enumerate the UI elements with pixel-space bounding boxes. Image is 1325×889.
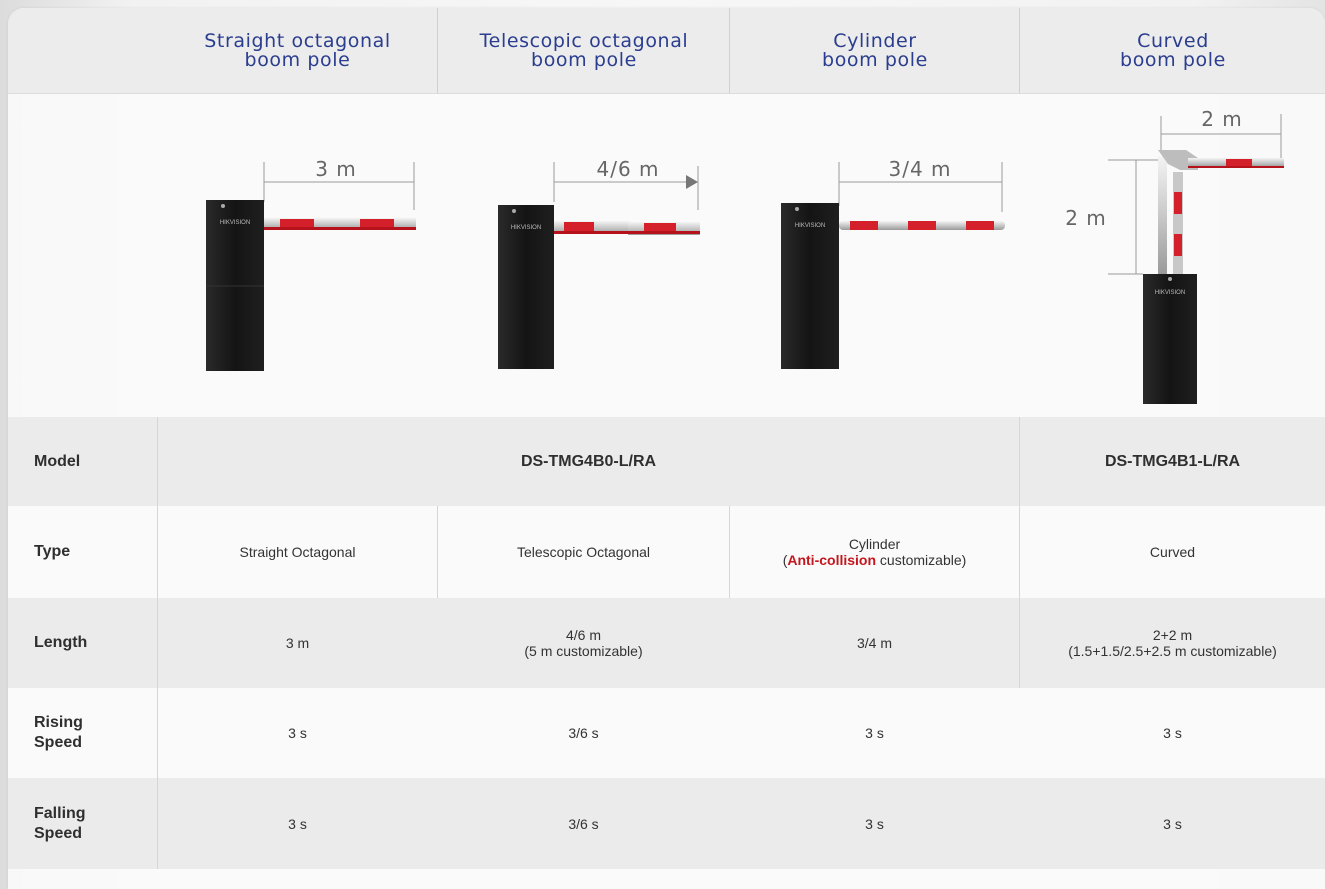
header-line: Cylinder [833,29,917,52]
divider [1019,598,1020,688]
header-straight-octagonal: Straight octagonal boom pole [158,8,437,93]
type-curved: Curved [1149,544,1196,560]
cylinder-barrier-figure: 3/4 m HIKVISION [781,157,1005,369]
divider [157,688,158,778]
header-line: boom pole [822,48,928,71]
type-straight: Straight Octagonal [239,544,356,560]
label-line: Speed [34,734,83,751]
straight-length-label: 3 m [315,157,357,181]
curved-horizontal-label: 2 m [1201,107,1243,131]
row-label-falling-speed: Falling Speed [8,778,157,869]
divider [437,506,438,598]
paren: ( [782,552,788,568]
header-curved: Curved boom pole [1019,8,1325,93]
header-telescopic-octagonal: Telescopic octagonal boom pole [437,8,730,93]
type-cylinder-line2: (Anti-collision customizable) [783,552,967,568]
customizable-text: customizable) [876,552,967,568]
divider [157,506,158,598]
rising-telescopic: 3/6 s [568,725,599,741]
label-line: Falling [34,804,86,822]
length-curved: 2+2 m (1.5+1.5/2.5+2.5 m customizable) [1020,598,1325,688]
anti-collision-highlight: Anti-collision [787,552,877,568]
row-label-rising-speed: Rising Speed [8,688,157,778]
header-line: Straight octagonal [204,29,391,52]
length-telescopic: 4/6 m (5 m customizable) [438,598,729,688]
length-cylinder: 3/4 m [856,635,892,651]
row-model: Model DS-TMG4B0-L/RA DS-TMG4B1-L/RA [8,417,1325,506]
length-telescopic-line1: 4/6 m [565,627,601,643]
label-line: Rising [34,714,83,731]
header-line: Curved [1137,29,1209,52]
divider [157,417,158,506]
label-line: Speed [34,824,83,842]
curved-vertical-label: 2 m [1065,206,1107,230]
straight-barrier-figure: 3 m HIKVISION [206,157,416,371]
row-type: Type Straight Octagonal Telescopic Octag… [8,506,1325,598]
rising-straight: 3 s [288,725,307,741]
spec-table-card: Straight octagonal boom pole Telescopic … [8,8,1325,889]
telescopic-barrier-figure: 4/6 m HIKVISION [498,157,700,369]
type-cylinder: Cylinder (Anti-collision customizable) [730,506,1019,598]
cylinder-length-label: 3/4 m [888,157,951,181]
falling-cylinder: 3 s [865,815,884,832]
telescopic-length-label: 4/6 m [596,157,659,181]
product-images: 3 m HIKVISION 4/6 m HIKVISION [8,94,1325,417]
row-label-type: Type [34,543,71,560]
divider [1019,417,1020,506]
row-label-model: Model [34,452,81,470]
barrier-illustrations: 3 m HIKVISION 4/6 m HIKVISION [206,107,1284,404]
row-length: Length 3 m 4/6 m (5 m customizable) 3/4 … [8,598,1325,688]
type-telescopic: Telescopic Octagonal [516,544,651,560]
length-telescopic-line2: (5 m customizable) [524,643,643,659]
curved-barrier-figure: 2 m 2 m HIKVISION [1065,107,1284,404]
header-line: Telescopic octagonal [479,29,689,52]
row-label-length: Length [34,634,88,651]
header-cylinder: Cylinder boom pole [729,8,1020,93]
falling-curved: 3 s [1163,815,1182,832]
brand-mark: HIKVISION [1155,290,1185,296]
header-line: boom pole [1120,48,1226,71]
length-curved-line1: 2+2 m [1152,627,1193,643]
divider [1019,506,1020,598]
rising-cylinder: 3 s [865,725,884,741]
length-curved-line2: (1.5+1.5/2.5+2.5 m customizable) [1068,643,1277,659]
falling-straight: 3 s [288,815,307,832]
divider [729,506,730,598]
brand-mark: HIKVISION [220,220,250,226]
row-rising-speed: Rising Speed 3 s 3/6 s 3 s 3 s [8,688,1325,778]
falling-telescopic: 3/6 s [568,815,599,832]
brand-mark: HIKVISION [511,225,541,231]
divider [157,598,158,688]
row-falling-speed: Falling Speed 3 s 3/6 s 3 s 3 s [8,778,1325,869]
divider [157,778,158,869]
model-b1-value: DS-TMG4B1-L/RA [1104,452,1241,470]
header-line: boom pole [244,48,351,71]
brand-mark: HIKVISION [795,223,825,229]
column-header-row: Straight octagonal boom pole Telescopic … [8,8,1325,94]
header-line: boom pole [531,48,637,71]
type-cylinder-line1: Cylinder [848,536,901,552]
length-straight: 3 m [285,635,310,651]
rising-curved: 3 s [1163,725,1182,741]
model-b0-value: DS-TMG4B0-L/RA [520,452,657,470]
